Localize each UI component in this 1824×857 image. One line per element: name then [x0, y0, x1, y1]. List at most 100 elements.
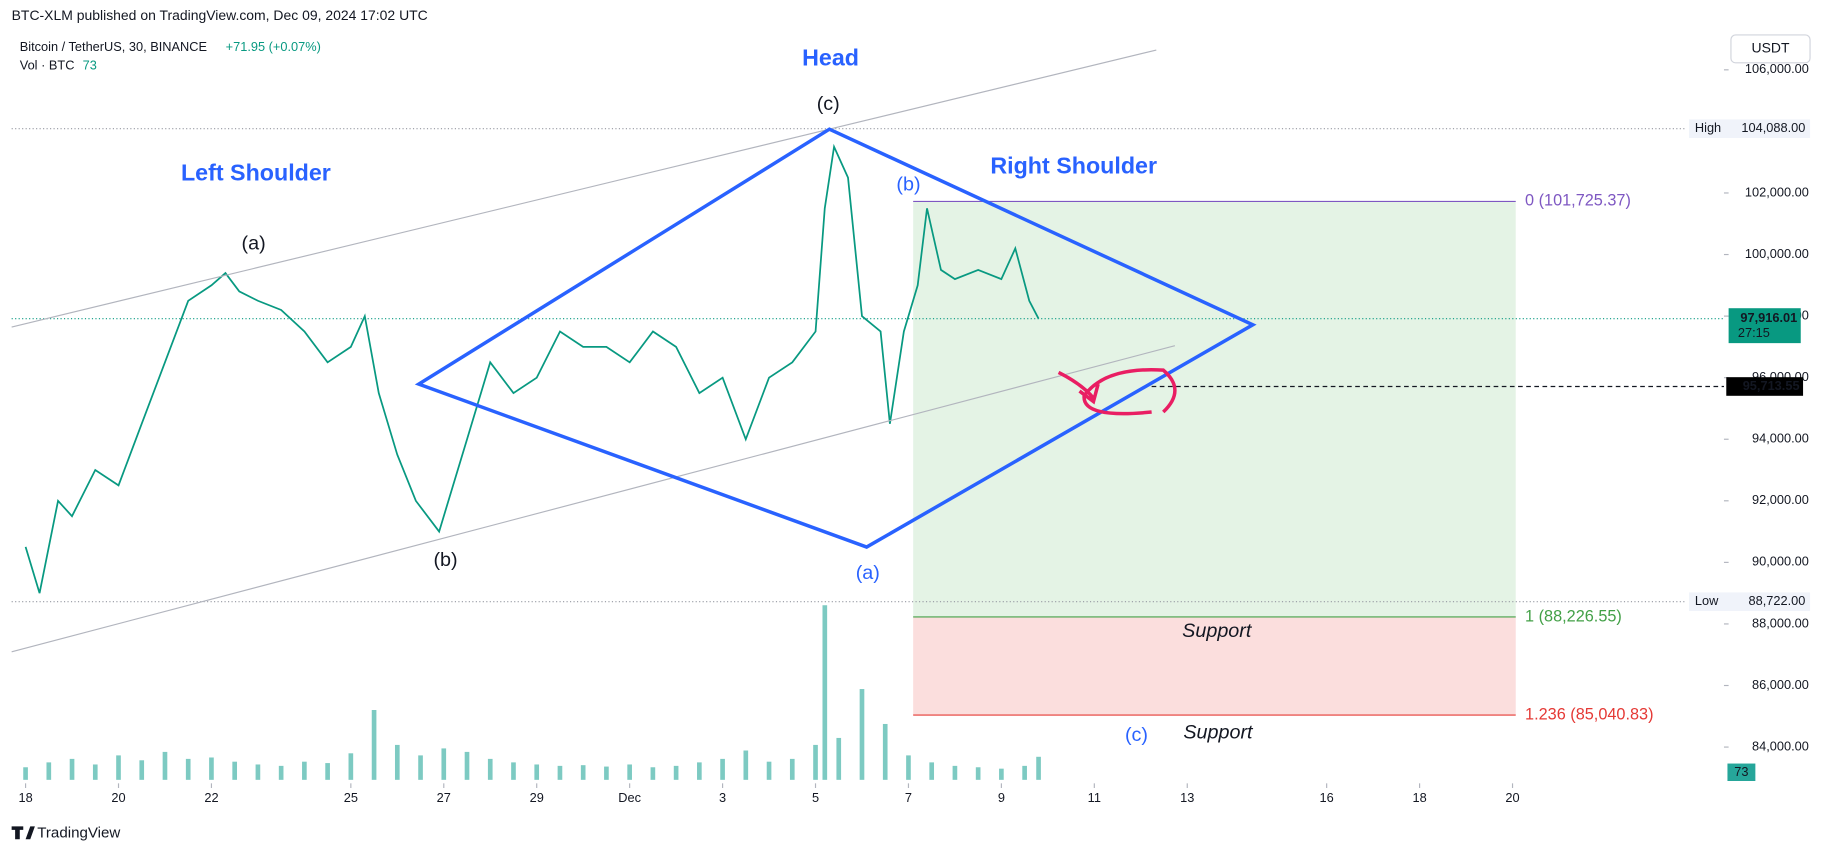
x-tick-label: 9 [998, 790, 1005, 805]
price-line [24, 143, 1040, 594]
volume-legend-value: 73 [83, 58, 97, 73]
volume-bar [789, 758, 795, 780]
y-tick-label: 86,000.00 [1752, 677, 1809, 692]
footer: TradingView [37, 824, 120, 841]
volume-bar [627, 764, 632, 780]
volume-bar [697, 762, 702, 780]
y-tick-label: 90,000.00 [1752, 554, 1809, 569]
volume-bar [302, 761, 307, 780]
x-tick-label: 16 [1320, 790, 1334, 805]
channel-line [11, 345, 1176, 653]
volume-badge [1727, 763, 1756, 781]
annotation: Left Shoulder [181, 160, 331, 186]
diamond [414, 127, 1257, 549]
x-tick-label: 3 [719, 790, 726, 805]
volume-bar [232, 761, 238, 780]
high-value: 104,088.00 [1741, 120, 1805, 135]
volume-bar [371, 710, 377, 780]
wave-label: (a) [856, 562, 880, 584]
change: +71.95 (+0.07%) [226, 39, 321, 54]
wave-label: (c) [817, 93, 840, 115]
fib-label: 0 (101,725.37) [1525, 192, 1631, 210]
volume-bar [859, 689, 865, 780]
volume-bar [255, 764, 261, 780]
high-label: High [1695, 120, 1721, 135]
annotation: Right Shoulder [990, 153, 1157, 179]
volume-bar [464, 751, 470, 780]
x-tick-label: 18 [18, 790, 32, 805]
volume-bar [487, 758, 493, 780]
volume-bar [185, 758, 191, 780]
volume-bar [999, 768, 1004, 780]
volume-bar [836, 737, 842, 780]
volume-bar [813, 744, 818, 780]
volume-bar [534, 764, 540, 780]
volume-bar [673, 765, 679, 780]
x-tick-label: 5 [812, 790, 819, 805]
volume-bar [511, 762, 516, 780]
channel-line [11, 49, 1157, 328]
wave-label: (b) [896, 173, 920, 195]
volume-bar [418, 755, 423, 780]
y-tick-label: 84,000.00 [1752, 738, 1809, 753]
volume-bar [1022, 765, 1027, 780]
profit-zone [913, 201, 1516, 617]
marker-box [1726, 377, 1804, 396]
hand-arrow [1057, 368, 1177, 416]
x-tick-label: 20 [111, 790, 125, 805]
volume-bar [23, 767, 28, 780]
x-tick-label: 7 [905, 790, 912, 805]
volume-bar [929, 762, 935, 780]
volume-bar [975, 767, 981, 780]
x-tick-label: 29 [530, 790, 544, 805]
x-tick-label: 25 [344, 790, 358, 805]
volume-bar [604, 766, 609, 780]
last-price: 97,916.01 [1740, 310, 1797, 325]
x-tick-label: 18 [1412, 790, 1426, 805]
symbol: Bitcoin / TetherUS, 30, BINANCE [20, 39, 207, 54]
volume-bar [46, 762, 52, 780]
fib-label: 1 (88,226.55) [1525, 607, 1622, 625]
loss-zone [913, 616, 1516, 716]
volume-bar [952, 765, 958, 780]
volume-bar [650, 767, 656, 780]
support-label: Support [1183, 721, 1254, 743]
currency-button[interactable] [1730, 34, 1811, 64]
y-tick-label: 88,000.00 [1752, 615, 1809, 630]
header: BTC-XLM published on TradingView.com, De… [12, 7, 428, 23]
countdown: 27:15 [1738, 325, 1770, 340]
marker-value: 95,713.55 [1743, 378, 1800, 393]
volume-legend: Vol · BTC [20, 58, 75, 73]
currency[interactable]: USDT [1752, 40, 1790, 56]
volume-bar [278, 765, 284, 780]
logo [11, 826, 35, 840]
support-label: Support [1182, 620, 1253, 642]
low-box [1689, 592, 1811, 612]
drawings [11, 49, 1257, 653]
annotation: Head [802, 44, 859, 70]
x-tick-label: 27 [437, 790, 451, 805]
y-tick-label: 94,000.00 [1752, 431, 1809, 446]
volume-bar [557, 765, 563, 780]
x-tick-label: 13 [1180, 790, 1194, 805]
volume-bar [69, 758, 75, 780]
low-value: 88,722.00 [1749, 593, 1806, 608]
volume-bar [139, 760, 145, 780]
volume-bar [822, 605, 828, 780]
high-box [1689, 119, 1811, 139]
volume-bar [348, 753, 354, 780]
x-tick-label: 22 [204, 790, 218, 805]
volume-bar [92, 764, 98, 780]
fib-label: 1.236 (85,040.83) [1525, 705, 1654, 723]
last-price-box [1728, 308, 1801, 344]
volume-badge-value: 73 [1734, 764, 1748, 779]
volume-bar [441, 748, 447, 780]
x-tick-label: Dec [618, 790, 641, 805]
volume-bar [882, 723, 888, 780]
volume-bar [720, 758, 725, 780]
volume-bar [325, 763, 330, 780]
volume-bar [743, 750, 749, 780]
x-tick-label: 11 [1088, 790, 1101, 805]
